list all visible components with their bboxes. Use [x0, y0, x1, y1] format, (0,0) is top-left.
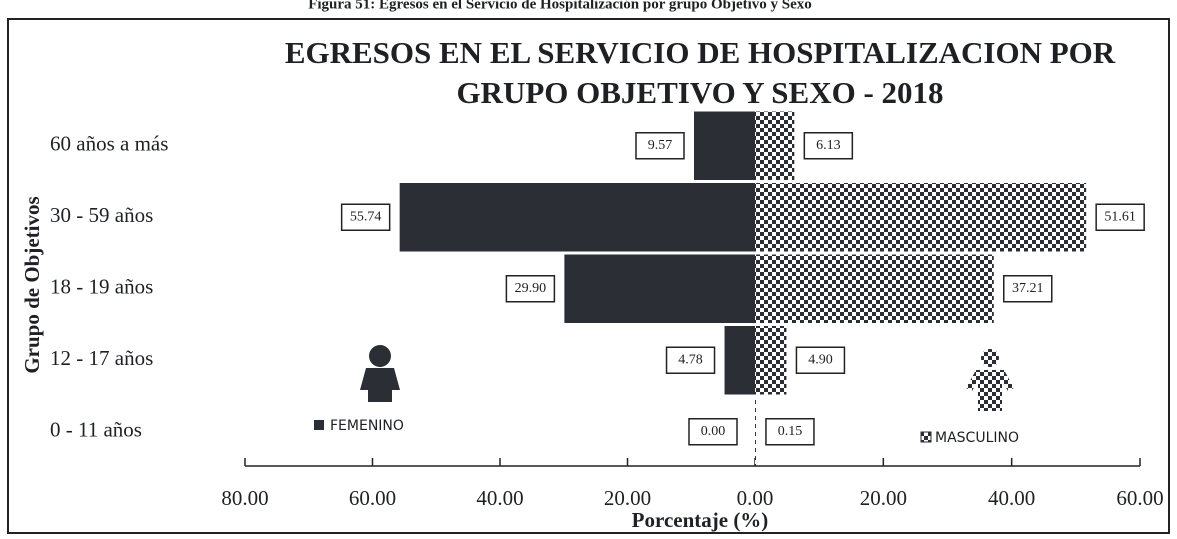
value-label: 0.15	[778, 424, 803, 439]
x-axis-label: Porcentaje (%)	[632, 508, 769, 532]
male-icon	[966, 349, 1014, 411]
female-icon	[360, 345, 400, 402]
value-label-box	[795, 346, 846, 374]
y-tick-label: 18 - 19 años	[50, 275, 153, 299]
bar	[755, 326, 787, 395]
y-axis-label: Grupo de Objetivos	[20, 196, 44, 373]
x-tick-label: 40.00	[476, 486, 523, 510]
x-tick-label: 80.00	[221, 486, 268, 510]
value-label-box	[665, 346, 716, 374]
value-label: 9.57	[648, 138, 673, 153]
value-label-box	[765, 418, 815, 446]
y-tick-label: 60 años a más	[50, 132, 168, 156]
legend-swatch	[314, 420, 324, 430]
bar	[755, 397, 756, 466]
value-label: 29.90	[515, 281, 547, 296]
y-tick-label: 0 - 11 años	[50, 418, 142, 442]
bar	[755, 111, 795, 180]
chart-title: GRUPO OBJETIVO Y SEXO - 2018	[456, 75, 943, 110]
bar	[724, 326, 755, 395]
value-label-box	[340, 203, 391, 231]
x-tick-label: 40.00	[988, 486, 1035, 510]
value-label: 37.21	[1012, 281, 1044, 296]
x-tick-label: 60.00	[349, 486, 396, 510]
y-tick-label: 30 - 59 años	[50, 203, 153, 227]
x-tick-label: 60.00	[1116, 486, 1163, 510]
legend-label: FEMENINO	[330, 418, 404, 434]
value-label-box	[635, 132, 685, 160]
value-label-box	[505, 275, 556, 303]
legend-label: MASCULINO	[935, 430, 1019, 446]
value-label-box	[688, 418, 738, 446]
x-tick-label: 0.00	[737, 486, 774, 510]
frame	[7, 18, 1170, 534]
bar	[755, 183, 1087, 252]
value-label: 0.00	[701, 424, 726, 439]
x-tick-label: 20.00	[604, 486, 651, 510]
value-label-box	[803, 132, 854, 160]
bar	[693, 111, 755, 180]
value-label: 6.13	[816, 138, 841, 153]
x-tick-label: 20.00	[860, 486, 907, 510]
bar	[755, 254, 994, 323]
bar	[564, 254, 755, 323]
value-label: 4.78	[678, 352, 703, 367]
bar	[399, 183, 755, 252]
caption: Figura 51: Egresos en el Servicio de Hos…	[308, 0, 812, 12]
value-label: 55.74	[350, 209, 382, 224]
chart-title: EGRESOS EN EL SERVICIO DE HOSPITALIZACIO…	[285, 35, 1116, 70]
value-label: 4.90	[808, 352, 833, 367]
value-label-box	[1003, 275, 1053, 303]
legend-swatch	[920, 431, 932, 443]
value-label-box	[1095, 203, 1145, 231]
y-tick-label: 12 - 17 años	[50, 346, 153, 370]
value-label: 51.61	[1104, 209, 1136, 224]
